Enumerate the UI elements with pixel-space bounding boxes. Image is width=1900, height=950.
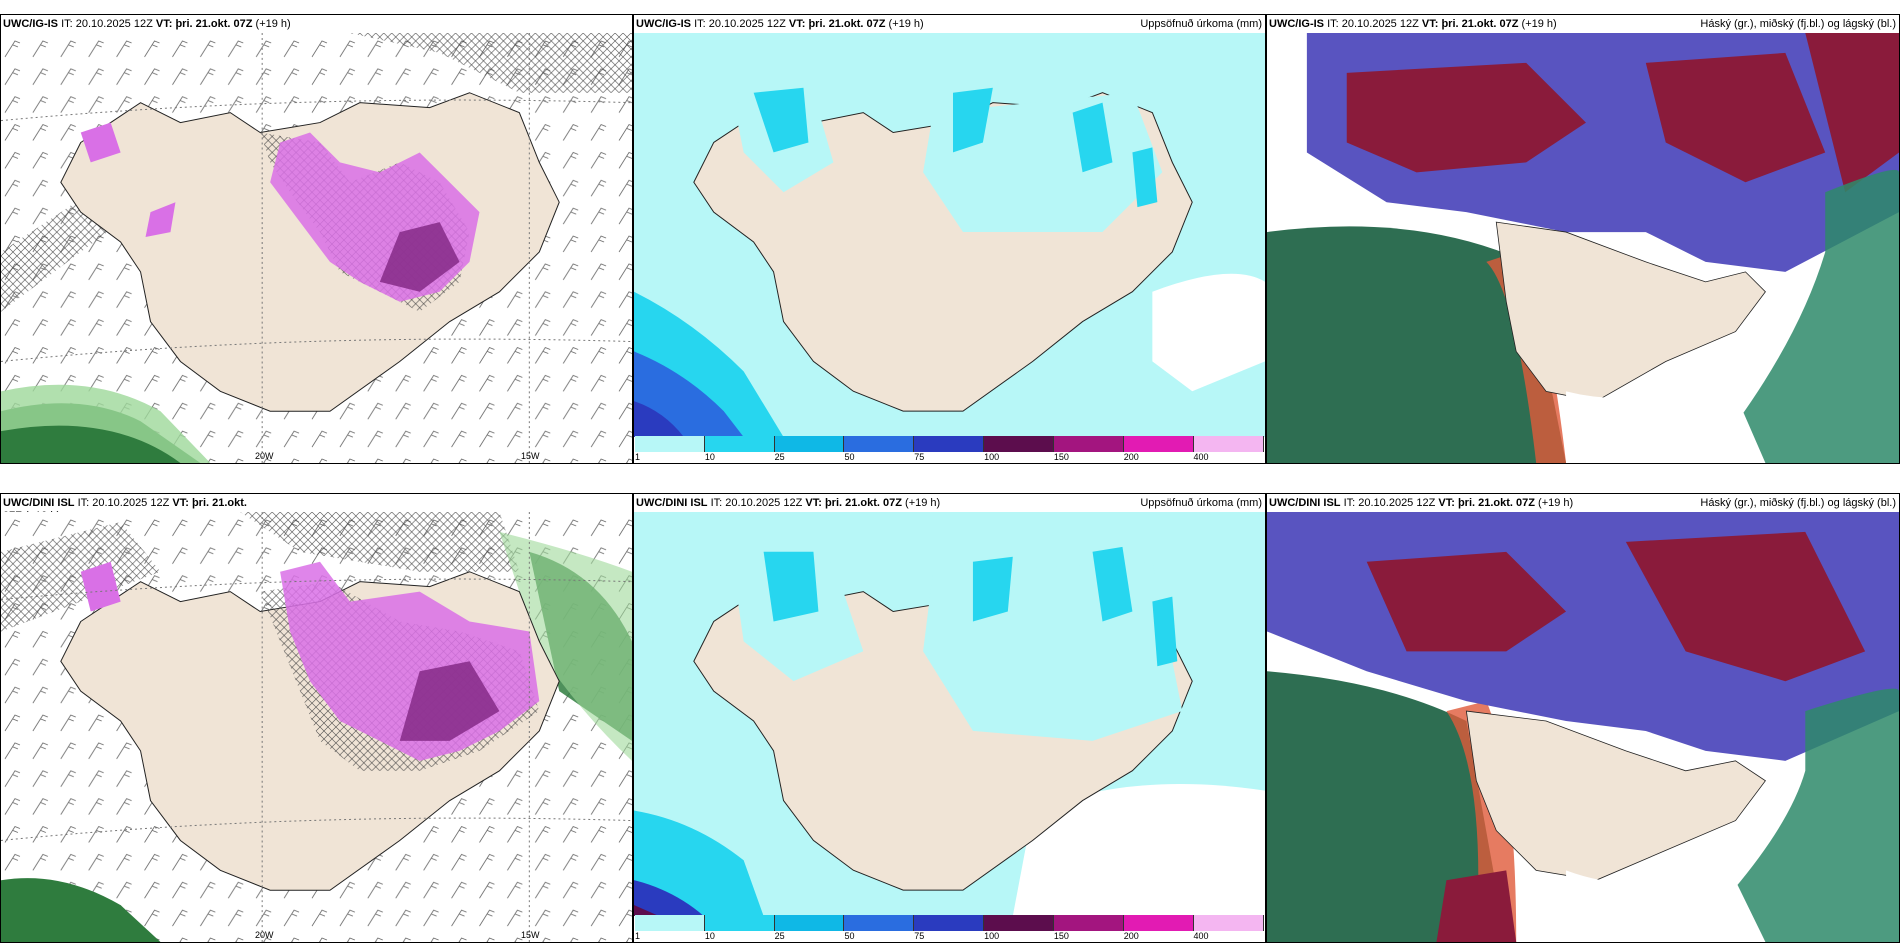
panel-bot-mid: UWC/DINI ISL IT: 20.10.2025 12Z VT: þri.… xyxy=(633,493,1266,943)
legend-swatch xyxy=(704,915,775,931)
legend-label: 75 xyxy=(914,452,925,462)
panel-bot-left: UWC/DINI ISL IT: 20.10.2025 12Z VT: þri.… xyxy=(0,493,633,943)
legend-label: 25 xyxy=(774,931,785,941)
legend-swatch xyxy=(984,436,1054,452)
legend-label: 400 xyxy=(1193,931,1209,941)
legend-swatch xyxy=(1053,436,1124,452)
legend-swatch xyxy=(844,915,915,931)
panel-header: UWC/IG-IS IT: 20.10.2025 12Z VT: þri. 21… xyxy=(1269,18,1557,30)
lon-label-20w: 20W xyxy=(255,930,274,940)
legend-label: 150 xyxy=(1053,452,1069,462)
panel-header: UWC/DINI ISL IT: 20.10.2025 12Z VT: þri.… xyxy=(636,497,941,509)
wind-snow-map xyxy=(1,512,632,942)
legend-swatch xyxy=(844,436,915,452)
product-title: Uppsöfnuð úrkoma (mm) xyxy=(1140,18,1262,30)
precip-legend: 1 10 25 50 75 100 150 200 400 xyxy=(635,436,1264,462)
legend-label: 150 xyxy=(1053,931,1069,941)
panel-header: UWC/IG-IS IT: 20.10.2025 12Z VT: þri. 21… xyxy=(3,18,291,30)
legend-label: 50 xyxy=(844,452,855,462)
legend-swatch xyxy=(1053,915,1124,931)
legend-label: 100 xyxy=(984,931,1000,941)
iceland-land xyxy=(1495,221,1766,402)
panel-top-mid: UWC/IG-IS IT: 20.10.2025 12Z VT: þri. 21… xyxy=(633,14,1266,464)
panel-header: UWC/DINI ISL IT: 20.10.2025 12Z VT: þri.… xyxy=(1269,497,1574,509)
legend-swatch xyxy=(1193,915,1264,931)
lon-label-15w: 15W xyxy=(521,930,540,940)
panel-header: UWC/IG-IS IT: 20.10.2025 12Z VT: þri. 21… xyxy=(636,18,924,30)
iceland-land xyxy=(1465,710,1766,881)
legend-swatch xyxy=(704,436,775,452)
legend-label: 10 xyxy=(704,452,715,462)
wind-snow-map xyxy=(1,33,632,463)
panel-top-left: UWC/IG-IS IT: 20.10.2025 12Z VT: þri. 21… xyxy=(0,14,633,464)
cloud-map xyxy=(1267,512,1899,942)
product-title: Uppsöfnuð úrkoma (mm) xyxy=(1140,497,1262,509)
legend-label: 400 xyxy=(1193,452,1209,462)
lon-label-20w: 20W xyxy=(255,451,274,461)
lon-label-15w: 15W xyxy=(521,451,540,461)
legend-label: 1 xyxy=(635,452,641,462)
legend-label: 50 xyxy=(844,931,855,941)
legend-swatch xyxy=(774,915,845,931)
legend-swatch xyxy=(1193,436,1264,452)
legend-swatch xyxy=(914,915,985,931)
legend-swatch xyxy=(774,436,845,452)
legend-label: 200 xyxy=(1123,931,1139,941)
legend-label: 25 xyxy=(774,452,785,462)
product-title: Háský (gr.), miðský (fj.bl.) og lágský (… xyxy=(1700,18,1896,30)
panel-bot-right: UWC/DINI ISL IT: 20.10.2025 12Z VT: þri.… xyxy=(1266,493,1900,943)
legend-label: 100 xyxy=(984,452,1000,462)
legend-label: 75 xyxy=(914,931,925,941)
legend-label: 200 xyxy=(1123,452,1139,462)
cloud-map xyxy=(1267,33,1899,463)
panel-top-right: UWC/IG-IS IT: 20.10.2025 12Z VT: þri. 21… xyxy=(1266,14,1900,464)
legend-label: 1 xyxy=(635,931,641,941)
legend-swatch xyxy=(1123,436,1194,452)
legend-swatch xyxy=(914,436,985,452)
legend-swatch xyxy=(635,436,705,452)
precip-map xyxy=(634,33,1265,437)
legend-swatch xyxy=(1123,915,1194,931)
precip-map xyxy=(634,512,1265,916)
legend-swatch xyxy=(984,915,1054,931)
precip-legend: 1 10 25 50 75 100 150 200 400 xyxy=(635,915,1264,941)
legend-label: 10 xyxy=(704,931,715,941)
legend-swatch xyxy=(635,915,705,931)
product-title: Háský (gr.), miðský (fj.bl.) og lágský (… xyxy=(1700,497,1896,509)
